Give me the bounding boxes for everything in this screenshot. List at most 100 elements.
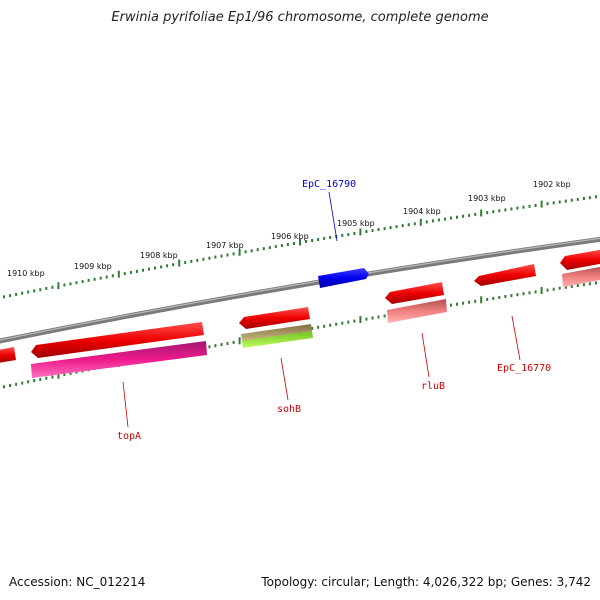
lower-scale-minor-tick bbox=[462, 301, 465, 305]
upper-scale-minor-tick bbox=[166, 264, 169, 268]
upper-scale-minor-tick bbox=[582, 197, 585, 200]
topology-summary-text: Topology: circular; Length: 4,026,322 bp… bbox=[261, 575, 591, 589]
gene-arrow-epc-16790[interactable] bbox=[318, 268, 369, 288]
upper-scale-minor-tick bbox=[371, 229, 374, 232]
lower-scale-minor-tick bbox=[504, 295, 507, 298]
upper-scale-minor-tick bbox=[492, 210, 495, 214]
gene-label-sohb: sohB bbox=[277, 404, 301, 415]
upper-scale-minor-tick bbox=[395, 225, 398, 229]
upper-scale-minor-tick bbox=[220, 254, 223, 258]
lower-scale-minor-tick bbox=[486, 297, 489, 301]
upper-scale-track bbox=[3, 195, 597, 299]
upper-scale-minor-tick bbox=[558, 200, 561, 204]
upper-scale-major-tick bbox=[419, 218, 422, 226]
scale-tick-label: 1902 kbp bbox=[533, 180, 571, 189]
upper-scale-minor-tick bbox=[474, 212, 477, 216]
lower-scale-minor-tick bbox=[576, 284, 579, 287]
feature-right-edge-pink[interactable] bbox=[562, 266, 600, 287]
gene-arrow-rlub[interactable] bbox=[385, 282, 444, 304]
leader-topa bbox=[122, 381, 129, 428]
scale-tick-label: 1909 kbp bbox=[74, 262, 112, 271]
upper-scale-minor-tick bbox=[105, 275, 108, 279]
upper-scale-minor-tick bbox=[75, 281, 78, 285]
lower-scale-minor-tick bbox=[21, 381, 24, 385]
lower-scale-minor-tick bbox=[450, 303, 452, 307]
lower-scale-minor-tick bbox=[353, 319, 356, 323]
upper-scale-minor-tick bbox=[413, 222, 416, 226]
upper-scale-minor-tick bbox=[468, 213, 471, 217]
upper-scale-minor-tick bbox=[202, 257, 205, 261]
feature-sohb-olive[interactable] bbox=[241, 324, 312, 341]
upper-scale-minor-tick bbox=[534, 204, 537, 207]
lower-scale-minor-tick bbox=[365, 317, 368, 321]
upper-scale-minor-tick bbox=[21, 291, 24, 295]
upper-scale-minor-tick bbox=[329, 235, 332, 239]
upper-scale-minor-tick bbox=[317, 238, 320, 241]
upper-scale-minor-tick bbox=[3, 295, 5, 299]
feature-sohb-lime[interactable] bbox=[242, 331, 313, 348]
upper-scale-minor-tick bbox=[353, 232, 356, 235]
upper-scale-minor-tick bbox=[63, 283, 66, 287]
upper-scale-minor-tick bbox=[510, 207, 513, 211]
lower-scale-minor-tick bbox=[474, 299, 477, 303]
upper-scale-minor-tick bbox=[214, 255, 217, 259]
gene-arrow-topa[interactable] bbox=[31, 322, 204, 358]
lower-scale-minor-tick bbox=[45, 376, 48, 380]
scale-tick-label: 1908 kbp bbox=[140, 251, 178, 260]
upper-scale-minor-tick bbox=[244, 250, 247, 254]
upper-scale-minor-tick bbox=[280, 244, 283, 248]
scale-tick-label: 1905 kbp bbox=[337, 219, 375, 228]
upper-scale-minor-tick bbox=[588, 196, 591, 200]
lower-scale-minor-tick bbox=[317, 325, 320, 329]
upper-scale-minor-tick bbox=[148, 267, 150, 271]
lower-scale-minor-tick bbox=[534, 290, 537, 294]
lower-scale-minor-tick bbox=[33, 379, 36, 383]
upper-scale-minor-tick bbox=[528, 204, 531, 208]
lower-scale-minor-tick bbox=[558, 286, 561, 290]
upper-scale-minor-tick bbox=[311, 239, 314, 242]
upper-scale-minor-tick bbox=[347, 233, 350, 236]
lower-scale-minor-tick bbox=[335, 322, 338, 326]
upper-scale-minor-tick bbox=[154, 266, 156, 270]
lower-scale-minor-tick bbox=[27, 380, 30, 384]
lower-scale-major-tick bbox=[480, 296, 483, 304]
upper-scale-minor-tick bbox=[383, 227, 386, 231]
gene-label-epc-16790: EpC_16790 bbox=[302, 179, 356, 190]
lower-scale-minor-tick bbox=[383, 314, 386, 318]
upper-scale-minor-tick bbox=[498, 209, 501, 213]
lower-scale-minor-tick bbox=[232, 340, 235, 344]
leader-epc-16790 bbox=[328, 191, 338, 242]
upper-scale-minor-tick bbox=[208, 256, 211, 260]
lower-scale-minor-tick bbox=[75, 370, 78, 374]
lower-scale-minor-tick bbox=[510, 294, 513, 298]
lower-scale-major-tick bbox=[57, 371, 60, 379]
feature-topa-magenta[interactable] bbox=[31, 341, 207, 378]
lower-scale-minor-tick bbox=[323, 324, 326, 328]
upper-scale-minor-tick bbox=[33, 289, 36, 293]
upper-scale-minor-tick bbox=[462, 214, 465, 218]
lower-scale-minor-tick bbox=[546, 288, 549, 292]
lower-scale-minor-tick bbox=[552, 287, 555, 291]
upper-scale-minor-tick bbox=[546, 202, 549, 206]
upper-scale-minor-tick bbox=[305, 240, 307, 243]
gene-arrow-sohb[interactable] bbox=[239, 307, 310, 329]
genome-backbone bbox=[0, 236, 600, 344]
gene-arrow-epc-16770[interactable] bbox=[474, 264, 536, 286]
upper-scale-minor-tick bbox=[595, 195, 597, 199]
upper-scale-minor-tick bbox=[135, 269, 138, 273]
upper-scale-minor-tick bbox=[293, 242, 295, 245]
feature-rlub-pink[interactable] bbox=[387, 299, 447, 323]
upper-scale-major-tick bbox=[57, 282, 60, 290]
scale-tick-label: 1903 kbp bbox=[468, 194, 506, 203]
upper-scale-minor-tick bbox=[262, 247, 265, 251]
upper-scale-minor-tick bbox=[142, 268, 144, 272]
gene-arrow-right-edge[interactable] bbox=[560, 249, 600, 270]
lower-scale-minor-tick bbox=[570, 284, 573, 288]
lower-scale-minor-tick bbox=[492, 296, 495, 300]
upper-scale-minor-tick bbox=[196, 258, 199, 262]
upper-scale-minor-tick bbox=[111, 274, 114, 278]
scale-tick-label: 1904 kbp bbox=[403, 207, 441, 216]
upper-scale-minor-tick bbox=[226, 253, 229, 257]
lower-scale-minor-tick bbox=[220, 343, 223, 347]
gene-arrow-left-edge[interactable] bbox=[0, 347, 16, 363]
